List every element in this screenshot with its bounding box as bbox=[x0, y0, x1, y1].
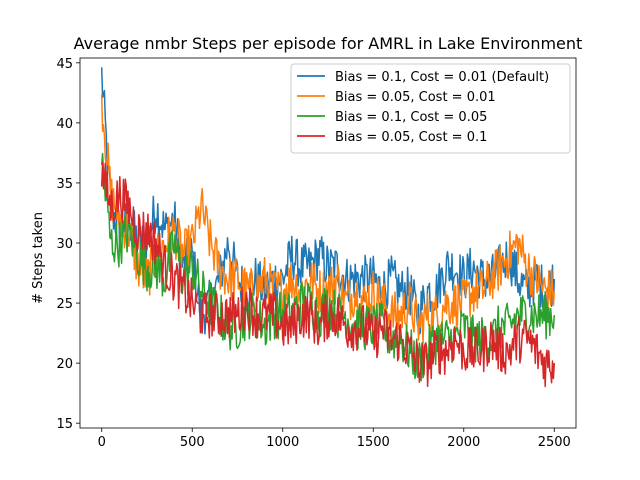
plot-area: 0 500 1000 1500 2000 2500 15 20 25 30 35 40 45 bbox=[56, 57, 577, 450]
legend-label-2: Bias = 0.05, Cost = 0.01 bbox=[335, 90, 496, 105]
chart-title: Average nmbr Steps per episode for AMRL … bbox=[74, 34, 583, 53]
y-tick-label: 40 bbox=[56, 117, 73, 132]
x-tick-label: 1000 bbox=[266, 435, 299, 450]
x-tick-label: 1500 bbox=[357, 435, 390, 450]
x-tick-label: 2000 bbox=[447, 435, 480, 450]
series-line-3 bbox=[100, 152, 556, 382]
legend-label-1: Bias = 0.1, Cost = 0.01 (Default) bbox=[335, 70, 549, 85]
y-tick-label: 45 bbox=[56, 57, 73, 72]
x-tick-label: 2500 bbox=[538, 435, 571, 450]
legend: Bias = 0.1, Cost = 0.01 (Default) Bias = … bbox=[290, 63, 571, 154]
y-tick-label: 35 bbox=[56, 177, 73, 192]
x-tick-label: 0 bbox=[98, 435, 106, 450]
y-tick-label: 30 bbox=[56, 237, 73, 252]
legend-label-4: Bias = 0.05, Cost = 0.1 bbox=[335, 130, 487, 145]
legend-label-3: Bias = 0.1, Cost = 0.05 bbox=[335, 110, 487, 125]
y-tick-label: 25 bbox=[56, 297, 73, 312]
legend-box bbox=[290, 63, 571, 154]
y-tick-label: 20 bbox=[56, 357, 73, 372]
y-tick-label: 15 bbox=[56, 417, 73, 432]
series-line-4 bbox=[100, 161, 556, 388]
y-axis-label: # Steps taken bbox=[31, 212, 46, 304]
x-tick-label: 500 bbox=[180, 435, 205, 450]
